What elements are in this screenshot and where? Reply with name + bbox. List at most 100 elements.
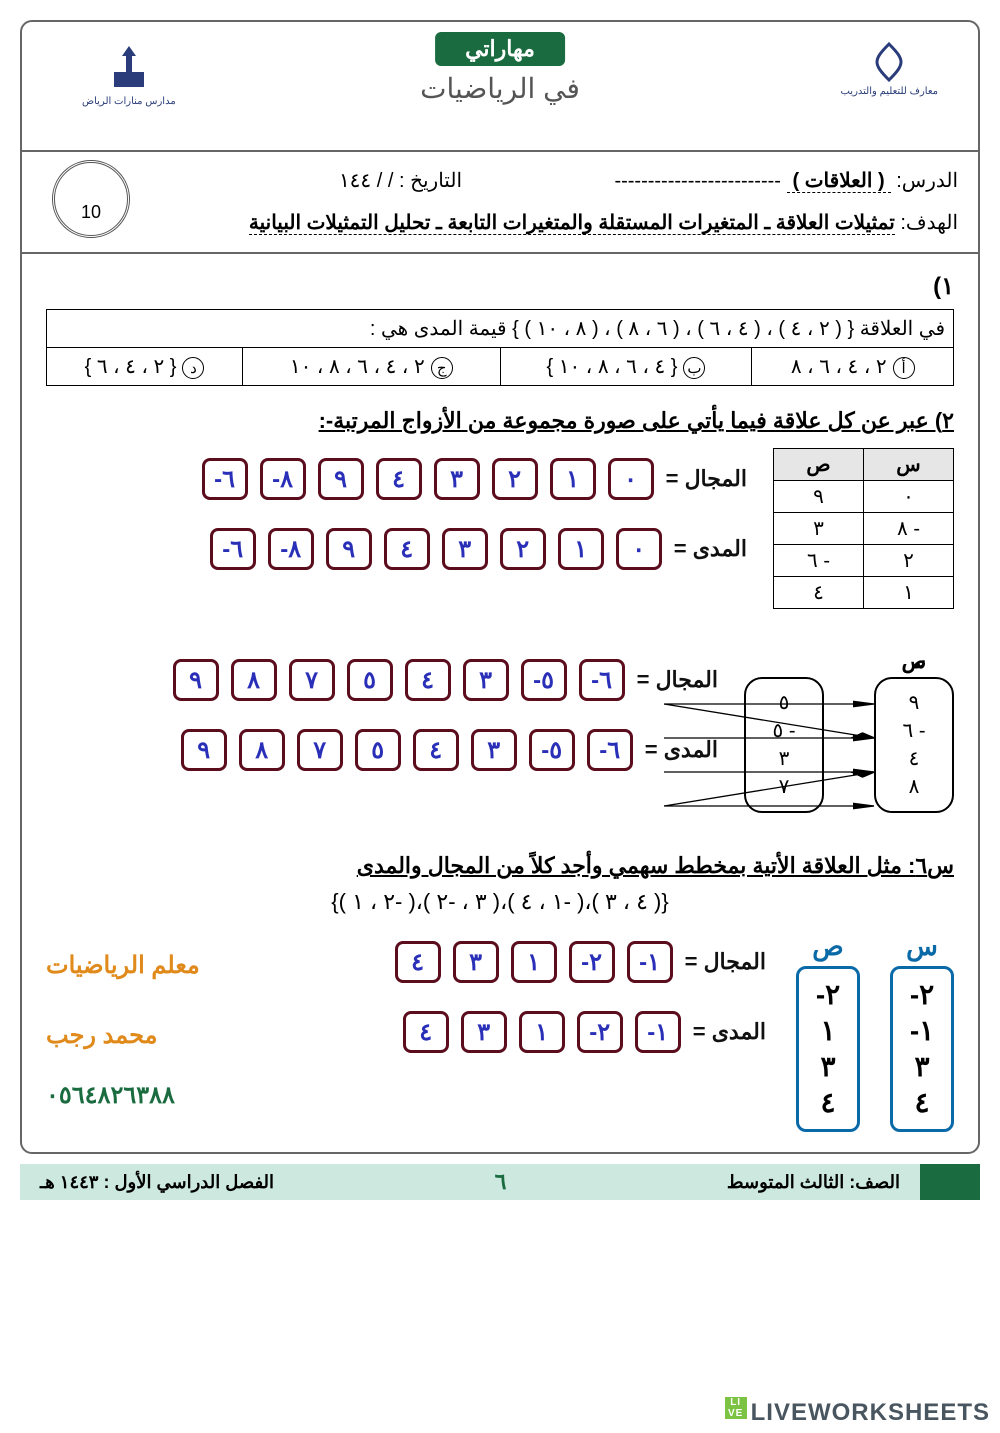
answer-box[interactable]: ٤ xyxy=(413,729,459,771)
answer-box[interactable]: ٢ xyxy=(492,458,538,500)
q1-prompt: في العلاقة { ( ٢ ، ٤ ) ، ( ٤ ، ٦ ) ، ( ٦… xyxy=(47,310,954,348)
answer-box[interactable]: ٧ xyxy=(297,729,343,771)
q2-data-table: سص ٠٩ - ٨٣ ٢- ٦ ١٤ xyxy=(773,448,954,609)
worksheet-page: مهاراتي في الرياضيات مدارس منارات الرياض… xyxy=(20,20,980,1154)
answer-box[interactable]: ٤ xyxy=(395,941,441,983)
mapping-diagram: س ٩ - ٦ ٤ ٨ ص ٥ - ٥ ٣ ٧ xyxy=(744,677,954,813)
answer-box[interactable]: ١ xyxy=(519,1011,565,1053)
answer-box[interactable]: ٣ xyxy=(461,1011,507,1053)
answer-box[interactable]: ٩ xyxy=(318,458,364,500)
answer-box[interactable]: ٦- xyxy=(202,458,248,500)
answer-box[interactable]: ٩ xyxy=(173,659,219,701)
header: مهاراتي في الرياضيات مدارس منارات الرياض… xyxy=(22,22,978,152)
teacher-phone: ٠٥٦٤٨٢٦٣٨٨ xyxy=(46,1081,766,1110)
school-logo-right: معارف للتعليم والتدريب xyxy=(840,42,938,97)
col-x: س xyxy=(864,449,954,481)
answer-box[interactable]: ١- xyxy=(635,1011,681,1053)
answer-box[interactable]: ٤ xyxy=(403,1011,449,1053)
q3-heading: س٦: مثل العلاقة الأتية بمخطط سهمي وأجد ك… xyxy=(46,853,954,879)
answer-box[interactable]: ٣ xyxy=(471,729,517,771)
col-y: ص xyxy=(774,449,864,481)
q1-opt-b[interactable]: ب{ ٤ ، ٦ ، ٨ ، ١٠ } xyxy=(500,348,752,386)
answer-box[interactable]: ٢- xyxy=(577,1011,623,1053)
q3-x-label: س xyxy=(890,931,954,962)
answer-box[interactable]: ٨ xyxy=(239,729,285,771)
answer-box[interactable]: ٠ xyxy=(616,528,662,570)
teacher-label: معلم الرياضيات xyxy=(46,951,200,980)
map-col-x: س ٩ - ٦ ٤ ٨ xyxy=(874,677,954,813)
footer: الصف: الثالث المتوسط ٦ الفصل الدراسي الأ… xyxy=(20,1164,980,1200)
q1-opt-a[interactable]: أ٢ ، ٤ ، ٦ ، ٨ xyxy=(752,348,954,386)
answer-box[interactable]: ٣ xyxy=(434,458,480,500)
q3-set: {( ٤ ، ٣ )،( -١ ، ٤ )،( ٣ ، -٢ )،( -٢ ، … xyxy=(46,889,954,915)
answer-box[interactable]: ٣ xyxy=(463,659,509,701)
banner: مهاراتي xyxy=(435,32,565,66)
q1-opt-d[interactable]: د{ ٢ ، ٤ ، ٦ } xyxy=(47,348,243,386)
answer-box[interactable]: ٦- xyxy=(587,729,633,771)
footer-grade: الصف: الثالث المتوسط xyxy=(727,1172,900,1193)
q3-y-box[interactable]: ٢- ١ ٣ ٤ xyxy=(796,966,860,1132)
answer-box[interactable]: ٤ xyxy=(376,458,422,500)
q2a-range-row: المدى = ٠ ١ ٢ ٣ ٤ ٩ ٨- ٦- xyxy=(46,528,747,570)
range-label: المدى = xyxy=(674,536,747,562)
answer-box[interactable]: ٢- xyxy=(569,941,615,983)
q1-opt-c[interactable]: ج٢ ، ٤ ، ٦ ، ٨ ، ١٠ xyxy=(243,348,500,386)
q3-range-row: المدى = ١- ٢- ١ ٣ ٤ محمد رجب xyxy=(46,1011,766,1053)
answer-box[interactable]: ٩ xyxy=(181,729,227,771)
q2a-domain-row: المجال = ٠ ١ ٢ ٣ ٤ ٩ ٨- ٦- xyxy=(46,458,747,500)
answer-box[interactable]: ٥- xyxy=(521,659,567,701)
answer-box[interactable]: ٤ xyxy=(405,659,451,701)
answer-box[interactable]: ٨ xyxy=(231,659,277,701)
answer-box[interactable]: ٨- xyxy=(268,528,314,570)
lesson-value: ( العلاقات ) xyxy=(787,170,891,193)
answer-box[interactable]: ٠ xyxy=(608,458,654,500)
answer-box[interactable]: ٣ xyxy=(453,941,499,983)
q2b-range-row: المدى = ٦- ٥- ٣ ٤ ٥ ٧ ٨ ٩ xyxy=(46,729,718,771)
score-circle: 10 xyxy=(52,160,130,238)
q2b-domain-row: المجال = ٦- ٥- ٣ ٤ ٥ ٧ ٨ ٩ xyxy=(46,659,718,701)
teacher-name: محمد رجب xyxy=(46,1021,157,1050)
answer-box[interactable]: ٥ xyxy=(347,659,393,701)
domain-label: المجال = xyxy=(666,466,747,492)
answer-box[interactable]: ٦- xyxy=(579,659,625,701)
answer-box[interactable]: ٥ xyxy=(355,729,401,771)
answer-box[interactable]: ١- xyxy=(627,941,673,983)
q1-table: في العلاقة { ( ٢ ، ٤ ) ، ( ٤ ، ٦ ) ، ( ٦… xyxy=(46,309,954,386)
q3-grid: س ٢- ١- ٣ ٤ ص ٢- ١ ٣ ٤ المجال xyxy=(46,931,954,1132)
answer-box[interactable]: ٨- xyxy=(260,458,306,500)
date-value: / / ١٤٤ xyxy=(339,170,393,192)
q3-domain-row: المجال = ١- ٢- ١ ٣ ٤ معلم الرياضيات xyxy=(46,941,766,983)
q2-block-table: سص ٠٩ - ٨٣ ٢- ٦ ١٤ المجال = ٠ ١ ٢ ٣ ٤ ٩ … xyxy=(46,448,954,609)
answer-box[interactable]: ٣ xyxy=(442,528,488,570)
answer-box[interactable]: ١ xyxy=(558,528,604,570)
q1-number: ١) xyxy=(46,272,954,301)
map-col-y: ص ٥ - ٥ ٣ ٧ xyxy=(744,677,824,813)
answer-box[interactable]: ٥- xyxy=(529,729,575,771)
range-label: المدى = xyxy=(693,1019,766,1045)
answer-box[interactable]: ٤ xyxy=(384,528,430,570)
footer-page: ٦ xyxy=(274,1169,727,1195)
range-label: المدى = xyxy=(645,737,718,763)
meta-row: الدرس: ( العلاقات ) --------------------… xyxy=(22,152,978,254)
footer-term: الفصل الدراسي الأول : ١٤٤٣ هـ xyxy=(40,1172,274,1193)
answer-box[interactable]: ٧ xyxy=(289,659,335,701)
score-max: 10 xyxy=(81,195,101,229)
answer-box[interactable]: ٩ xyxy=(326,528,372,570)
domain-label: المجال = xyxy=(685,949,766,975)
school-logo-left: مدارس منارات الرياض xyxy=(82,42,176,107)
logo-right-caption: معارف للتعليم والتدريب xyxy=(840,86,938,97)
logo-left-caption: مدارس منارات الرياض xyxy=(82,96,176,107)
answer-box[interactable]: ١ xyxy=(550,458,596,500)
lesson-label: الدرس: xyxy=(896,170,958,192)
live-icon: LIVE xyxy=(725,1397,747,1419)
answer-box[interactable]: ٢ xyxy=(500,528,546,570)
answer-box[interactable]: ٦- xyxy=(210,528,256,570)
q3-x-box[interactable]: ٢- ١- ٣ ٤ xyxy=(890,966,954,1132)
q2-block-map: س ٩ - ٦ ٤ ٨ ص ٥ - ٥ ٣ ٧ xyxy=(46,649,954,813)
watermark: LIVELIVEWORKSHEETS xyxy=(725,1397,990,1427)
q2-heading: ٢) عبر عن كل علاقة فيما يأتي على صورة مج… xyxy=(46,408,954,434)
q3-y-label: ص xyxy=(796,931,860,962)
answer-box[interactable]: ١ xyxy=(511,941,557,983)
goal-value: تمثيلات العلاقة ـ المتغيرات المستقلة وال… xyxy=(249,212,895,235)
date-label: التاريخ : xyxy=(399,170,462,192)
